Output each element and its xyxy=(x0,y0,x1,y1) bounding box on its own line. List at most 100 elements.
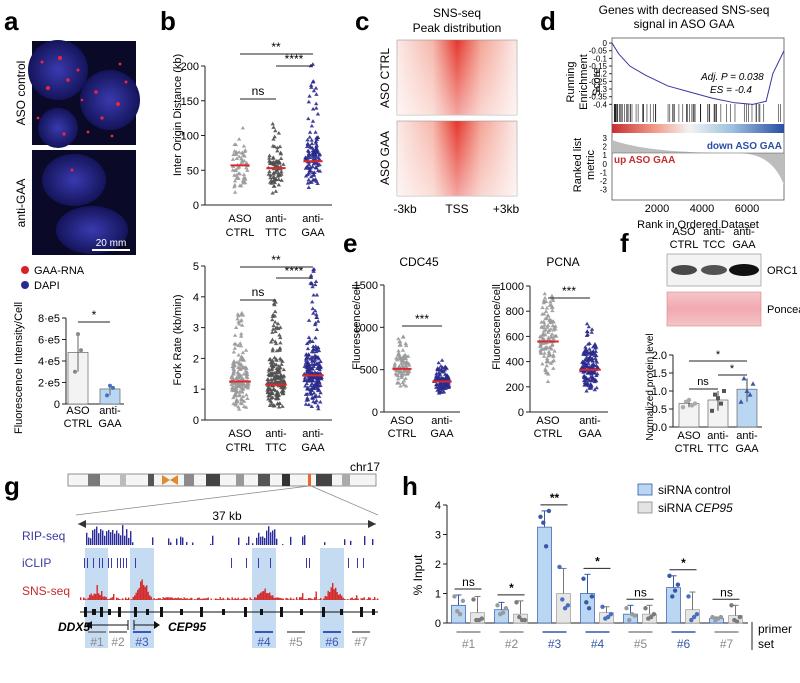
sns-signal xyxy=(117,598,119,600)
data-point xyxy=(306,116,311,121)
data-point xyxy=(592,378,598,382)
sig-label: ns xyxy=(697,376,709,388)
data-point xyxy=(234,376,239,380)
sns-signal xyxy=(125,597,127,600)
iclip-tick xyxy=(120,558,121,568)
ponceau-stain xyxy=(666,291,762,327)
data-point xyxy=(305,346,311,351)
sns-signal xyxy=(333,589,335,600)
data-point xyxy=(305,148,311,153)
sns-signal xyxy=(152,599,154,600)
sns-signal xyxy=(107,599,109,600)
data-point xyxy=(231,395,236,400)
track-sns-seq xyxy=(80,579,379,600)
data-point xyxy=(443,383,449,388)
data-point xyxy=(400,380,405,385)
data-point xyxy=(314,136,319,140)
data-point xyxy=(580,359,585,364)
data-point xyxy=(547,352,553,357)
tick-label-y: 4 xyxy=(193,292,199,304)
data-point xyxy=(310,164,315,169)
data-point xyxy=(231,364,237,368)
panel-letter-d: d xyxy=(540,6,556,36)
tick-label-y: -1 xyxy=(600,168,608,177)
data-point xyxy=(275,380,280,384)
rip-signal xyxy=(102,530,104,545)
data-point xyxy=(314,145,319,150)
tick-label-x: CTRL xyxy=(675,443,704,455)
tick-label-y: 1 xyxy=(193,384,199,396)
data-point xyxy=(591,370,597,375)
scale-bar-label: 20 mm xyxy=(96,238,127,249)
data-point xyxy=(281,367,287,372)
sns-signal xyxy=(299,597,301,600)
data-point xyxy=(265,377,270,382)
gaa-rna-focus xyxy=(70,168,74,172)
data-point xyxy=(277,161,282,165)
sns-signal xyxy=(110,598,112,600)
data-point xyxy=(310,106,316,111)
sns-signal xyxy=(135,592,137,600)
data-point xyxy=(267,356,273,361)
data-point xyxy=(316,406,321,411)
sns-signal xyxy=(185,598,187,600)
zoom-line xyxy=(75,485,310,516)
data-point xyxy=(312,170,317,174)
data-point xyxy=(557,564,562,570)
rip-signal xyxy=(86,532,88,545)
sns-signal xyxy=(162,597,164,600)
data-point xyxy=(434,377,439,382)
data-point xyxy=(267,155,272,160)
sns-signal xyxy=(138,587,140,600)
data-point xyxy=(313,371,319,376)
data-point xyxy=(716,396,720,401)
data-point xyxy=(689,617,694,623)
sig-label: ** xyxy=(550,491,560,505)
data-point xyxy=(232,178,238,183)
data-point xyxy=(306,335,312,339)
sns-signal xyxy=(296,597,298,600)
data-point xyxy=(588,382,593,386)
sns-signal xyxy=(104,596,106,600)
data-point xyxy=(233,342,239,346)
data-point xyxy=(471,597,476,602)
iclip-tick xyxy=(117,558,118,568)
lane-label: anti- xyxy=(703,226,725,238)
data-point xyxy=(718,614,724,620)
tick-label-x: CTRL xyxy=(226,227,255,239)
sns-signal xyxy=(306,599,308,600)
data-point xyxy=(313,279,319,284)
heatmap-shading xyxy=(397,40,517,115)
data-point xyxy=(271,161,276,166)
sig-label: **** xyxy=(285,52,304,66)
rip-signal xyxy=(260,536,262,545)
sns-signal xyxy=(119,599,121,600)
rip-signal xyxy=(96,526,98,545)
data-point xyxy=(278,335,283,340)
sns-signal xyxy=(342,597,344,600)
nucleus xyxy=(28,40,88,100)
data-point xyxy=(236,150,242,154)
tick-label-x: GAA xyxy=(578,428,602,440)
data-point xyxy=(581,576,586,581)
data-point xyxy=(268,339,274,344)
sns-signal xyxy=(236,599,238,600)
data-point xyxy=(585,329,590,334)
legend-marker-gaa-rna xyxy=(21,266,29,274)
chart-b-top: 0 50 100 150 200 xyxy=(181,61,332,212)
sns-signal xyxy=(144,586,146,600)
sns-signal xyxy=(105,597,107,600)
data-point xyxy=(452,594,457,599)
sns-signal xyxy=(347,599,349,600)
data-point xyxy=(581,378,587,383)
nucleus xyxy=(56,206,128,254)
rip-signal xyxy=(130,531,132,545)
sns-signal xyxy=(198,597,200,600)
tick-label-y: 0.0 xyxy=(652,422,667,434)
data-point xyxy=(231,152,236,157)
rip-signal xyxy=(128,537,130,545)
data-point xyxy=(277,356,283,361)
data-point xyxy=(73,369,77,374)
data-point xyxy=(231,359,237,364)
data-point xyxy=(267,387,272,391)
